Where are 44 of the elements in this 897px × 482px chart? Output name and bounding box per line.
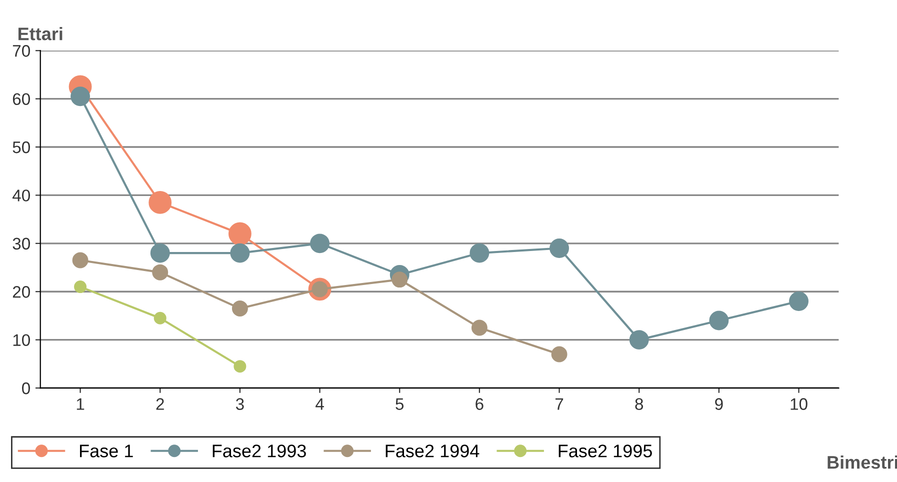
y-axis-title: Ettari <box>18 27 62 40</box>
x-axis-title: Bimestri <box>828 455 897 469</box>
point <box>150 243 170 263</box>
point <box>709 310 729 330</box>
x-tick-label: 1 <box>76 398 84 410</box>
point <box>154 312 166 324</box>
y-tick-label: 60 <box>12 93 30 106</box>
point <box>228 222 252 246</box>
x-tick-label: 5 <box>396 398 404 410</box>
y-tick-label: 30 <box>12 238 30 250</box>
point <box>232 300 248 316</box>
y-tick-label: 10 <box>13 334 30 346</box>
x-tick-label: 6 <box>476 398 484 410</box>
point <box>471 320 488 336</box>
legend-label: Fase2 1995 <box>558 444 652 458</box>
point <box>152 264 168 280</box>
legend-label: Fase 1 <box>80 444 133 458</box>
point <box>470 243 490 263</box>
y-tick-label: 20 <box>12 286 30 298</box>
y-tick-label: 50 <box>12 141 30 154</box>
point <box>234 360 246 373</box>
x-tick-label: 10 <box>790 398 808 410</box>
point <box>72 252 88 268</box>
point <box>70 86 90 106</box>
x-tick-label: 9 <box>715 398 723 410</box>
point <box>629 330 649 350</box>
y-tick-label: 40 <box>12 190 30 202</box>
legend-label: Fase2 1993 <box>212 444 306 458</box>
point <box>550 238 569 258</box>
point <box>74 280 87 294</box>
x-tick-label: 4 <box>316 398 324 410</box>
point <box>551 346 568 362</box>
point <box>148 190 172 214</box>
point <box>789 292 808 311</box>
x-tick-label: 3 <box>236 398 244 410</box>
point <box>392 272 408 288</box>
x-tick-label: 7 <box>556 398 564 410</box>
y-tick-label: 70 <box>12 45 30 57</box>
point <box>310 234 330 254</box>
x-tick-label: 8 <box>635 398 644 410</box>
legend-label: Fase2 1994 <box>386 444 480 458</box>
x-tick-label: 2 <box>156 398 164 410</box>
point <box>230 243 250 263</box>
y-tick-label: 0 <box>22 382 30 394</box>
